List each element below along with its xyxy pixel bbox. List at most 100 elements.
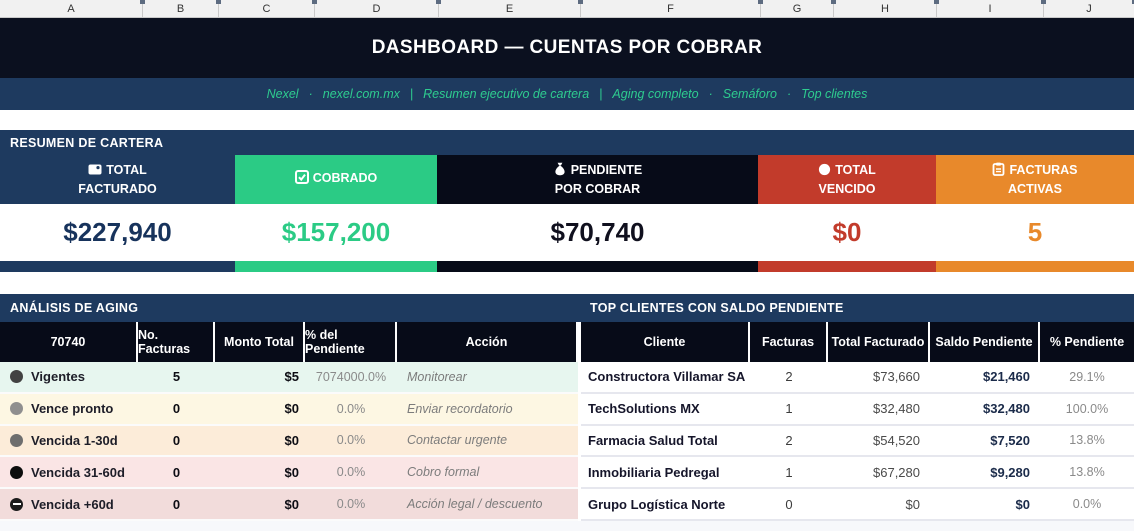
accent-strip	[936, 261, 1134, 272]
status-circle-icon	[10, 402, 23, 416]
resumen-section-bar: RESUMEN DE CARTERA	[0, 130, 1134, 155]
aging-accion: Cobro formal	[397, 457, 578, 490]
table-gap	[578, 393, 581, 426]
cliente-pct: 29.1%	[1040, 362, 1134, 394]
kpi-value-cobrado: $157,200	[281, 217, 391, 247]
cliente-facturas: 1	[750, 457, 828, 490]
column-header-f[interactable]: F	[581, 0, 763, 17]
aging-accion: Enviar recordatorio	[397, 393, 578, 426]
kpi-value-pendiente: $70,740	[550, 217, 645, 247]
nav-link-semaforo[interactable]: Semáforo	[722, 87, 777, 101]
cliente-saldo: $21,460	[930, 362, 1040, 394]
aging-pct: 0.0%	[305, 425, 397, 458]
column-header-c[interactable]: C	[219, 0, 317, 17]
kpi-label: COBRADO	[312, 171, 378, 186]
cliente-total: $0	[828, 489, 930, 521]
separator-pipe: |	[409, 87, 414, 101]
nav-link-website[interactable]: nexel.com.mx	[322, 87, 400, 101]
spacer	[0, 272, 1134, 294]
cliente-facturas: 1	[750, 393, 828, 426]
nav-link-aging[interactable]: Aging completo	[612, 87, 699, 101]
separator-dot: ·	[308, 87, 313, 101]
column-header-a[interactable]: A	[0, 0, 145, 17]
tables-section-bar: ANÁLISIS DE AGING TOP CLIENTES CON SALDO…	[0, 294, 1134, 322]
table-gap	[578, 425, 581, 458]
footer-strip	[0, 520, 1134, 531]
nav-link-resumen[interactable]: Resumen ejecutivo de cartera	[423, 87, 590, 101]
cliente-pct: 100.0%	[1040, 393, 1134, 426]
aging-facturas: 0	[138, 425, 215, 458]
aging-category: Vencida 1-30d	[0, 425, 138, 458]
cliente-total: $67,280	[828, 457, 930, 490]
clientes-col-cliente: Cliente	[581, 322, 750, 362]
aging-accion: Contactar urgente	[397, 425, 578, 458]
cliente-saldo: $7,520	[930, 425, 1040, 458]
aging-category: Vigentes	[0, 362, 138, 394]
invoice-card-icon	[88, 163, 102, 180]
aging-pct: 0.0%	[305, 393, 397, 426]
spreadsheet-column-header: A B C D E F G H I J	[0, 0, 1134, 18]
cliente-facturas: 0	[750, 489, 828, 521]
kpi-value-facturas-activas: 5	[1027, 217, 1043, 247]
cliente-pct: 13.8%	[1040, 425, 1134, 458]
status-circle-icon	[10, 370, 23, 384]
aging-pct: 0.0%	[305, 457, 397, 490]
column-header-e[interactable]: E	[439, 0, 583, 17]
kpi-card-total-facturado: TOTAL FACTURADO	[0, 155, 235, 204]
aging-col-categoria: 70740	[0, 322, 138, 362]
resumen-section-title: RESUMEN DE CARTERA	[10, 135, 164, 150]
aging-facturas: 0	[138, 457, 215, 490]
kpi-value-row: $227,940 $157,200 $70,740 $0 5	[0, 204, 1134, 261]
table-gap	[578, 362, 581, 394]
kpi-card-vencido: TOTAL VENCIDO	[758, 155, 936, 204]
aging-facturas: 5	[138, 362, 215, 394]
aging-pct: 7074000.0%	[305, 362, 397, 394]
aging-accion: Acción legal / descuento	[397, 489, 578, 521]
cliente-facturas: 2	[750, 425, 828, 458]
spacer	[0, 110, 1134, 130]
aging-monto: $0	[215, 425, 305, 458]
column-header-i[interactable]: I	[937, 0, 1046, 17]
cliente-name: Farmacia Salud Total	[581, 425, 750, 458]
column-header-j[interactable]: J	[1044, 0, 1134, 17]
cliente-saldo: $32,480	[930, 393, 1040, 426]
kpi-card-cobrado: COBRADO	[235, 155, 437, 204]
nav-link-top-clientes[interactable]: Top clientes	[801, 87, 868, 101]
separator-dot: ·	[786, 87, 792, 101]
cliente-name: Grupo Logística Norte	[581, 489, 750, 521]
aging-accion: Monitorear	[397, 362, 578, 394]
cliente-name: Inmobiliaria Pedregal	[581, 457, 750, 490]
clientes-col-total: Total Facturado	[828, 322, 930, 362]
column-header-d[interactable]: D	[315, 0, 441, 17]
table-row: Vencida 1-30d 0 $0 0.0% Contactar urgent…	[0, 425, 1134, 458]
kpi-accent-strips	[0, 261, 1134, 272]
aging-monto: $5	[215, 362, 305, 394]
aging-facturas: 0	[138, 393, 215, 426]
table-gap	[578, 457, 581, 490]
nav-link-nexel[interactable]: Nexel	[266, 87, 299, 101]
separator-pipe: |	[599, 87, 603, 101]
column-header-b[interactable]: B	[143, 0, 221, 17]
nav-band: Nexel · nexel.com.mx | Resumen ejecutivo…	[0, 78, 1134, 110]
column-header-g[interactable]: G	[761, 0, 836, 17]
top-clientes-section-title: TOP CLIENTES CON SALDO PENDIENTE	[590, 301, 844, 315]
kpi-header-row: TOTAL FACTURADO COBRADO PENDIENTE POR CO…	[0, 155, 1134, 204]
accent-strip	[235, 261, 437, 272]
cliente-pct: 0.0%	[1040, 489, 1134, 521]
aging-monto: $0	[215, 489, 305, 521]
kpi-card-pendiente: PENDIENTE POR COBRAR	[437, 155, 758, 204]
table-gap	[578, 489, 581, 521]
table-row: Vencida 31-60d 0 $0 0.0% Cobro formal In…	[0, 457, 1134, 490]
checkbox-icon	[294, 170, 309, 188]
aging-category: Vencida 31-60d	[0, 457, 138, 490]
table-gap	[578, 322, 581, 362]
table-row: Vencida +60d 0 $0 0.0% Acción legal / de…	[0, 489, 1134, 521]
clientes-col-saldo: Saldo Pendiente	[930, 322, 1040, 362]
title-band: DASHBOARD — CUENTAS POR COBRAR	[0, 18, 1134, 78]
separator-dot: ·	[708, 87, 713, 101]
cliente-name: TechSolutions MX	[581, 393, 750, 426]
clientes-col-pct: % Pendiente	[1040, 322, 1134, 362]
page-title: DASHBOARD — CUENTAS POR COBRAR	[371, 37, 763, 58]
column-header-h[interactable]: H	[834, 0, 939, 17]
